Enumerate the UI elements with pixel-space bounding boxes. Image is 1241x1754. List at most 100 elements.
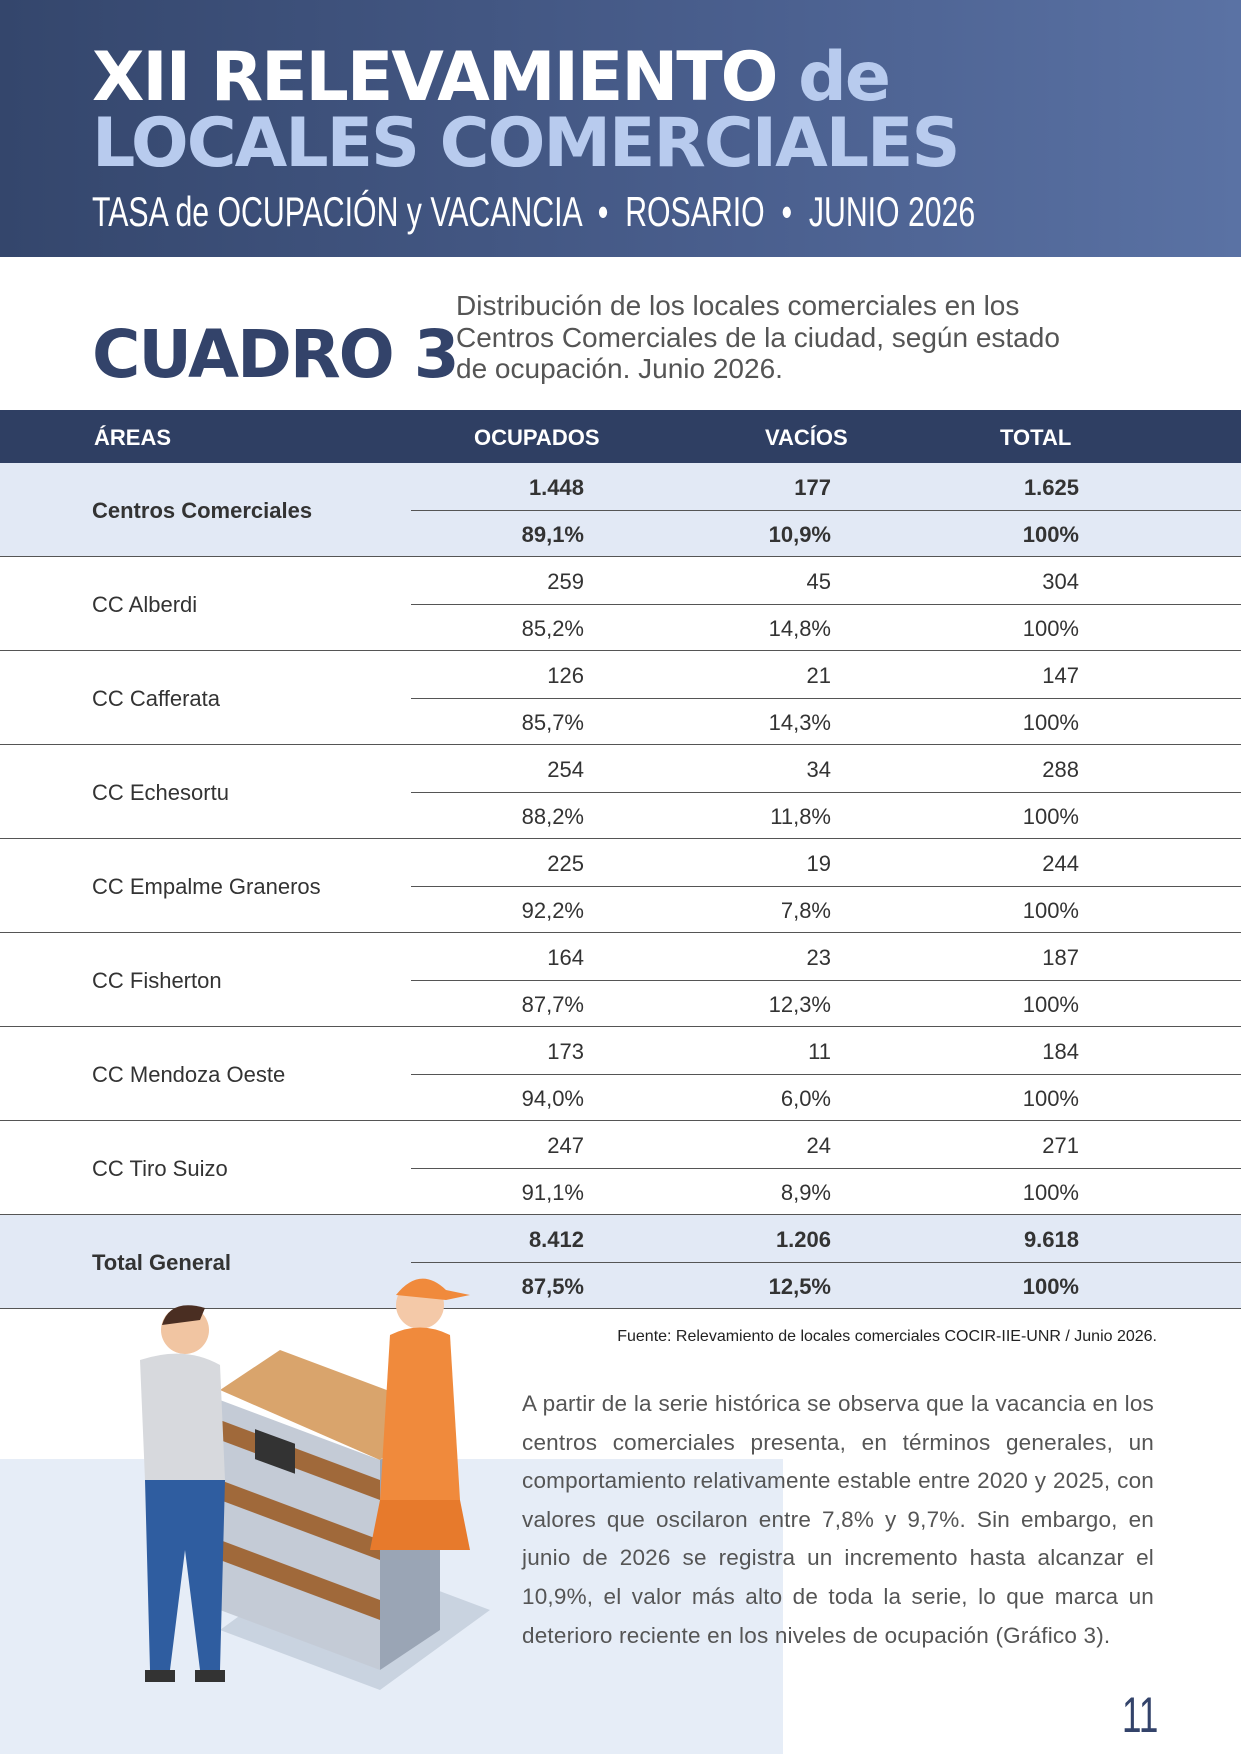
area-label: Centros Comerciales (92, 498, 313, 523)
count-cell: 244 (1042, 851, 1079, 876)
area-label: CC Alberdi (92, 592, 198, 617)
title-main: XII RELEVAMIENTO (92, 38, 778, 117)
title-connector: de (798, 38, 891, 117)
area-label: CC Tiro Suizo (92, 1156, 228, 1181)
count-cell: 21 (806, 663, 831, 688)
row-inner-divider (411, 886, 1241, 887)
percent-cell: 85,7% (521, 710, 584, 735)
count-cell: 288 (1042, 757, 1079, 782)
area-label: CC Echesortu (92, 780, 229, 805)
percent-cell: 100% (1022, 1274, 1079, 1299)
title: XII RELEVAMIENTO de (92, 38, 891, 117)
page-number: 11 (1122, 1687, 1159, 1743)
count-cell: 247 (547, 1133, 584, 1158)
percent-cell: 87,7% (521, 992, 584, 1017)
percent-cell: 100% (1022, 992, 1079, 1017)
percent-cell: 100% (1022, 1180, 1079, 1205)
row-inner-divider (411, 980, 1241, 981)
percent-cell: 8,9% (780, 1180, 831, 1205)
row-divider (0, 932, 1241, 933)
subtitle: TASA de OCUPACIÓN y VACANCIA • ROSARIO •… (92, 188, 976, 235)
row-divider (0, 838, 1241, 839)
row-divider (0, 1214, 1241, 1215)
row-divider (0, 1120, 1241, 1121)
percent-cell: 94,0% (521, 1086, 584, 1111)
count-cell: 34 (806, 757, 831, 782)
column-header: ÁREAS (94, 425, 172, 450)
count-cell: 147 (1042, 663, 1079, 688)
percent-cell: 12,3% (768, 992, 831, 1017)
illustration (140, 1278, 490, 1690)
count-cell: 11 (808, 1039, 831, 1064)
area-label: CC Empalme Graneros (92, 874, 321, 899)
count-cell: 1.206 (775, 1227, 831, 1252)
row-inner-divider (411, 792, 1241, 793)
table-header (0, 410, 1241, 463)
row-inner-divider (411, 1262, 1241, 1263)
percent-cell: 7,8% (780, 898, 831, 923)
area-label: CC Mendoza Oeste (92, 1062, 286, 1087)
row-inner-divider (411, 1074, 1241, 1075)
count-cell: 173 (547, 1039, 584, 1064)
description-line: Distribución de los locales comerciales … (456, 290, 1020, 321)
count-cell: 9.618 (1023, 1227, 1079, 1252)
row-divider (0, 556, 1241, 557)
count-cell: 177 (794, 475, 831, 500)
row-divider (0, 744, 1241, 745)
count-cell: 225 (547, 851, 584, 876)
area-label: Total General (92, 1250, 231, 1275)
percent-cell: 100% (1022, 710, 1079, 735)
percent-cell: 11,8% (770, 804, 831, 829)
count-cell: 254 (547, 757, 584, 782)
percent-cell: 10,9% (768, 522, 831, 547)
percent-cell: 89,1% (521, 522, 584, 547)
percent-cell: 100% (1022, 1086, 1079, 1111)
count-cell: 24 (806, 1133, 831, 1158)
percent-cell: 100% (1022, 804, 1079, 829)
section-description: Distribución de los locales comerciales … (456, 290, 1060, 385)
description-line: de ocupación. Junio 2026. (456, 353, 783, 384)
count-cell: 45 (806, 569, 831, 594)
count-cell: 259 (547, 569, 584, 594)
row-divider (0, 1308, 1241, 1309)
count-cell: 1.625 (1023, 475, 1079, 500)
description-line: Centros Comerciales de la ciudad, según … (456, 321, 1060, 353)
count-cell: 164 (547, 945, 584, 970)
percent-cell: 85,2% (521, 616, 584, 641)
count-cell: 126 (547, 663, 584, 688)
section-label: CUADRO 3 (92, 316, 460, 393)
percent-cell: 100% (1022, 616, 1079, 641)
row-inner-divider (411, 698, 1241, 699)
percent-cell: 100% (1022, 522, 1079, 547)
percent-cell: 87,5% (521, 1274, 584, 1299)
column-header: VACÍOS (765, 425, 848, 450)
row-inner-divider (411, 1168, 1241, 1169)
percent-cell: 100% (1022, 898, 1079, 923)
count-cell: 304 (1042, 569, 1079, 594)
column-header: TOTAL (1000, 425, 1072, 450)
percent-cell: 91,1% (521, 1180, 584, 1205)
area-label: CC Cafferata (92, 686, 220, 711)
header-band (0, 0, 1241, 257)
percent-cell: 6,0% (780, 1086, 831, 1111)
count-cell: 187 (1042, 945, 1079, 970)
title-line2: LOCALES COMERCIALES (92, 104, 960, 183)
count-cell: 1.448 (528, 475, 584, 500)
percent-cell: 14,8% (768, 616, 831, 641)
percent-cell: 92,2% (521, 898, 584, 923)
row-inner-divider (411, 510, 1241, 511)
count-cell: 8.412 (528, 1227, 584, 1252)
percent-cell: 88,2% (521, 804, 584, 829)
area-label: CC Fisherton (92, 968, 222, 993)
count-cell: 23 (806, 945, 831, 970)
body-paragraph: A partir de la serie histórica se observ… (522, 1391, 1154, 1648)
count-cell: 19 (806, 851, 831, 876)
percent-cell: 14,3% (768, 710, 831, 735)
count-cell: 184 (1042, 1039, 1079, 1064)
row-inner-divider (411, 604, 1241, 605)
row-divider (0, 1026, 1241, 1027)
source: Fuente: Relevamiento de locales comercia… (617, 1328, 1157, 1345)
column-header: OCUPADOS (474, 425, 600, 450)
percent-cell: 12,5% (768, 1274, 831, 1299)
